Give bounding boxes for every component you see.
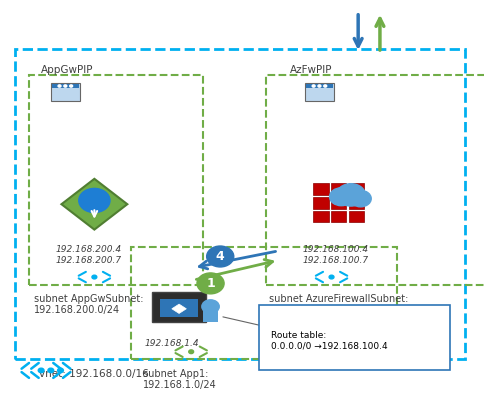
Text: Route table:
0.0.0.0/0 →192.168.100.4: Route table: 0.0.0.0/0 →192.168.100.4 — [271, 331, 388, 350]
FancyBboxPatch shape — [314, 210, 329, 222]
FancyBboxPatch shape — [348, 183, 364, 195]
Circle shape — [70, 85, 73, 87]
Circle shape — [340, 0, 367, 15]
FancyBboxPatch shape — [331, 210, 346, 222]
Circle shape — [329, 275, 334, 279]
FancyBboxPatch shape — [259, 305, 450, 370]
FancyBboxPatch shape — [52, 84, 78, 88]
Circle shape — [197, 273, 224, 294]
Text: 192.168.200.4
192.168.200.7: 192.168.200.4 192.168.200.7 — [56, 245, 122, 265]
Text: 192.168.1.4: 192.168.1.4 — [145, 339, 199, 348]
Circle shape — [330, 188, 353, 206]
Text: 1: 1 — [206, 277, 215, 290]
Circle shape — [79, 188, 110, 212]
FancyBboxPatch shape — [314, 183, 329, 195]
Text: subnet AppGwSubnet:
192.168.200.0/24: subnet AppGwSubnet: 192.168.200.0/24 — [34, 294, 143, 316]
Circle shape — [189, 350, 194, 353]
Circle shape — [324, 85, 327, 87]
FancyBboxPatch shape — [51, 83, 80, 101]
FancyBboxPatch shape — [314, 197, 329, 209]
Circle shape — [48, 368, 54, 373]
FancyBboxPatch shape — [160, 299, 198, 317]
FancyBboxPatch shape — [152, 292, 206, 322]
Circle shape — [312, 85, 315, 87]
FancyBboxPatch shape — [331, 183, 346, 195]
Circle shape — [202, 300, 219, 313]
FancyBboxPatch shape — [203, 309, 218, 322]
Circle shape — [58, 85, 61, 87]
Text: vnet: 192.168.0.0/16: vnet: 192.168.0.0/16 — [39, 369, 149, 379]
Circle shape — [64, 85, 67, 87]
Text: 2: 2 — [376, 0, 384, 11]
Text: AppGwPIP: AppGwPIP — [41, 65, 93, 75]
Circle shape — [336, 184, 365, 206]
FancyBboxPatch shape — [348, 197, 364, 209]
FancyBboxPatch shape — [331, 197, 346, 209]
FancyBboxPatch shape — [348, 210, 364, 222]
Text: 3: 3 — [349, 0, 358, 11]
Text: subnet App1:
192.168.1.0/24: subnet App1: 192.168.1.0/24 — [143, 368, 216, 390]
Circle shape — [350, 190, 371, 207]
Circle shape — [207, 246, 234, 267]
FancyBboxPatch shape — [305, 83, 334, 101]
Text: 4: 4 — [216, 250, 225, 263]
Circle shape — [366, 0, 393, 15]
Circle shape — [58, 368, 63, 373]
Circle shape — [318, 85, 321, 87]
Circle shape — [38, 368, 44, 373]
FancyBboxPatch shape — [306, 84, 333, 88]
Text: 192.168.100.4
192.168.100.7: 192.168.100.4 192.168.100.7 — [302, 245, 369, 265]
Text: subnet AzureFirewallSubnet:
192.168.100.0/26: subnet AzureFirewallSubnet: 192.168.100.… — [269, 294, 408, 316]
Text: AzFwPIP: AzFwPIP — [290, 65, 333, 75]
Polygon shape — [172, 304, 186, 314]
Circle shape — [92, 275, 97, 279]
Polygon shape — [61, 179, 127, 230]
